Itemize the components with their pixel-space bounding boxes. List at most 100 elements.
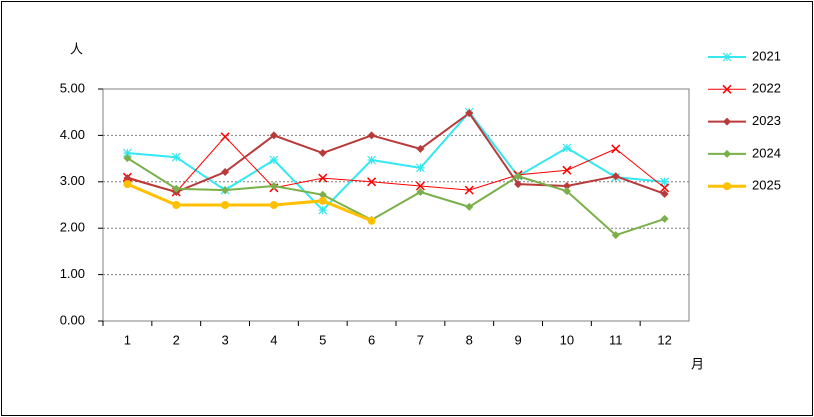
- marker: [514, 180, 523, 189]
- y-tick-label: 2.00: [60, 220, 85, 235]
- marker-shape: [611, 231, 620, 240]
- marker: [562, 165, 572, 175]
- marker-stroke: [562, 143, 572, 153]
- marker: [722, 52, 732, 62]
- marker: [562, 143, 572, 153]
- marker-stroke: [367, 177, 377, 187]
- marker: [723, 149, 731, 158]
- marker: [415, 181, 425, 191]
- marker: [318, 149, 327, 158]
- series-line: [127, 110, 665, 212]
- marker: [660, 214, 669, 223]
- marker: [562, 187, 571, 196]
- x-tick-label: 10: [560, 332, 574, 347]
- x-tick-label: 5: [319, 332, 326, 347]
- y-tick-label: 3.00: [60, 173, 85, 188]
- marker-stroke: [660, 183, 670, 193]
- marker-stroke: [122, 148, 132, 158]
- marker: [123, 180, 132, 189]
- legend-label: 2022: [752, 81, 781, 96]
- legend-item: 2022: [708, 81, 781, 96]
- marker: [465, 202, 474, 211]
- marker: [269, 155, 279, 165]
- marker: [367, 216, 376, 225]
- marker-shape: [269, 201, 278, 209]
- marker-shape: [221, 201, 230, 209]
- x-tick-label: 9: [514, 332, 521, 347]
- marker: [416, 188, 425, 197]
- y-tick-label: 5.00: [60, 80, 85, 95]
- marker-stroke: [611, 144, 621, 154]
- marker-shape: [221, 186, 230, 195]
- marker: [269, 131, 278, 140]
- y-tick-label: 1.00: [60, 266, 85, 281]
- x-tick-label: 3: [221, 332, 228, 347]
- marker: [416, 144, 425, 153]
- marker: [318, 205, 328, 215]
- marker-shape: [660, 189, 669, 198]
- marker-shape: [123, 180, 132, 189]
- legend-label: 2025: [752, 178, 781, 193]
- marker-stroke: [269, 155, 279, 165]
- series-line: [126, 182, 373, 223]
- x-tick-label: 2: [173, 332, 180, 347]
- marker-shape: [723, 149, 731, 158]
- marker-stroke: [318, 173, 328, 183]
- marker-stroke: [220, 132, 230, 142]
- marker-stroke: [415, 181, 425, 191]
- marker: [562, 181, 571, 190]
- marker-shape: [318, 190, 327, 199]
- x-tick-label: 12: [657, 332, 671, 347]
- marker-shape: [367, 216, 376, 225]
- marker-shape: [172, 184, 181, 193]
- marker-shape: [465, 109, 474, 118]
- marker: [415, 163, 425, 173]
- y-tick-label: 4.00: [60, 127, 85, 142]
- marker: [269, 181, 278, 190]
- legend-item: 2021: [708, 48, 781, 63]
- marker: [723, 182, 731, 191]
- marker-shape: [723, 117, 731, 126]
- marker-stroke: [722, 84, 732, 94]
- marker: [220, 132, 230, 142]
- x-tick-label: 6: [368, 332, 375, 347]
- legend-label: 2021: [752, 48, 781, 63]
- marker-stroke: [171, 152, 181, 162]
- marker-shape: [123, 154, 132, 163]
- marker: [464, 185, 474, 195]
- marker-stroke: [722, 52, 732, 62]
- marker-shape: [723, 182, 731, 191]
- marker-shape: [318, 196, 327, 205]
- marker: [514, 172, 523, 181]
- legend-label: 2023: [752, 113, 781, 128]
- series-line: [126, 157, 665, 237]
- marker-stroke: [562, 165, 572, 175]
- legend-item: 2024: [708, 145, 781, 160]
- marker: [660, 183, 670, 193]
- marker: [367, 155, 377, 165]
- marker-shape: [269, 131, 278, 140]
- marker: [611, 172, 620, 181]
- marker-shape: [465, 202, 474, 211]
- marker-shape: [416, 144, 425, 153]
- marker: [367, 177, 377, 187]
- marker-shape: [514, 172, 523, 181]
- marker-shape: [611, 172, 620, 181]
- x-tick-label: 7: [417, 332, 424, 347]
- marker: [221, 201, 230, 209]
- marker: [318, 173, 328, 183]
- marker-shape: [514, 180, 523, 189]
- marker: [171, 152, 181, 162]
- marker-stroke: [367, 155, 377, 165]
- marker: [465, 109, 474, 118]
- marker: [318, 196, 327, 205]
- marker-shape: [221, 168, 230, 177]
- x-axis-label: 月: [691, 356, 704, 371]
- marker-shape: [318, 149, 327, 158]
- marker-shape: [562, 181, 571, 190]
- marker-stroke: [318, 205, 328, 215]
- marker: [660, 189, 669, 198]
- marker: [123, 174, 132, 183]
- legend-item: 2025: [708, 178, 781, 193]
- x-tick-label: 11: [609, 332, 623, 347]
